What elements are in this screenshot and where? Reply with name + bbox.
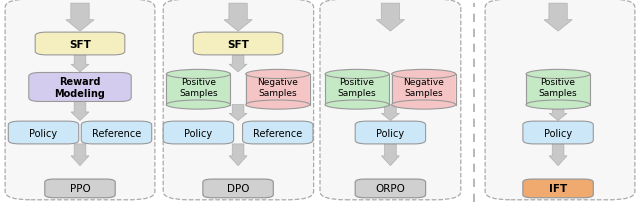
FancyBboxPatch shape (193, 33, 283, 56)
Polygon shape (544, 4, 572, 32)
Polygon shape (229, 105, 247, 121)
Text: Reference: Reference (92, 128, 141, 138)
Ellipse shape (166, 101, 230, 110)
Ellipse shape (246, 70, 310, 79)
FancyBboxPatch shape (526, 75, 590, 105)
Polygon shape (224, 4, 252, 32)
FancyBboxPatch shape (355, 122, 426, 144)
Text: DPO: DPO (227, 184, 250, 193)
Text: Reference: Reference (253, 128, 302, 138)
Text: Policy: Policy (544, 128, 572, 138)
Text: PPO: PPO (70, 184, 90, 193)
FancyBboxPatch shape (35, 33, 125, 56)
Ellipse shape (526, 70, 590, 79)
Ellipse shape (246, 101, 310, 110)
Ellipse shape (325, 101, 389, 110)
Polygon shape (66, 4, 94, 32)
FancyBboxPatch shape (355, 179, 426, 198)
FancyBboxPatch shape (325, 75, 389, 105)
FancyBboxPatch shape (485, 0, 635, 200)
Polygon shape (376, 4, 404, 32)
Text: Policy: Policy (376, 128, 404, 138)
Polygon shape (549, 105, 567, 121)
Ellipse shape (325, 70, 389, 79)
Ellipse shape (392, 70, 456, 79)
Polygon shape (229, 56, 247, 73)
Polygon shape (381, 105, 399, 121)
Ellipse shape (166, 70, 230, 79)
Ellipse shape (526, 101, 590, 110)
FancyBboxPatch shape (320, 0, 461, 200)
FancyBboxPatch shape (163, 0, 314, 200)
Ellipse shape (392, 101, 456, 110)
Polygon shape (229, 144, 247, 166)
Text: Negative
Samples: Negative Samples (257, 78, 298, 97)
FancyBboxPatch shape (8, 122, 79, 144)
Polygon shape (381, 144, 399, 166)
Text: Positive
Samples: Positive Samples (179, 78, 218, 97)
FancyBboxPatch shape (246, 75, 310, 105)
Text: Reward
Modeling: Reward Modeling (54, 77, 106, 98)
Text: Policy: Policy (184, 128, 212, 138)
Text: Positive
Samples: Positive Samples (539, 78, 577, 97)
FancyBboxPatch shape (45, 179, 115, 198)
FancyBboxPatch shape (5, 0, 155, 200)
Polygon shape (71, 56, 89, 73)
FancyBboxPatch shape (523, 122, 593, 144)
Polygon shape (549, 144, 567, 166)
FancyBboxPatch shape (523, 179, 593, 198)
FancyBboxPatch shape (163, 122, 234, 144)
FancyBboxPatch shape (166, 75, 230, 105)
FancyBboxPatch shape (243, 122, 313, 144)
Text: SFT: SFT (227, 39, 249, 49)
Text: IFT: IFT (549, 184, 567, 193)
FancyBboxPatch shape (203, 179, 273, 198)
Polygon shape (71, 102, 89, 121)
FancyBboxPatch shape (81, 122, 152, 144)
Text: Policy: Policy (29, 128, 58, 138)
Text: Positive
Samples: Positive Samples (338, 78, 376, 97)
Text: SFT: SFT (69, 39, 91, 49)
FancyBboxPatch shape (392, 75, 456, 105)
Text: Negative
Samples: Negative Samples (403, 78, 444, 97)
Polygon shape (71, 144, 89, 166)
FancyBboxPatch shape (29, 73, 131, 102)
Text: ORPO: ORPO (376, 184, 405, 193)
